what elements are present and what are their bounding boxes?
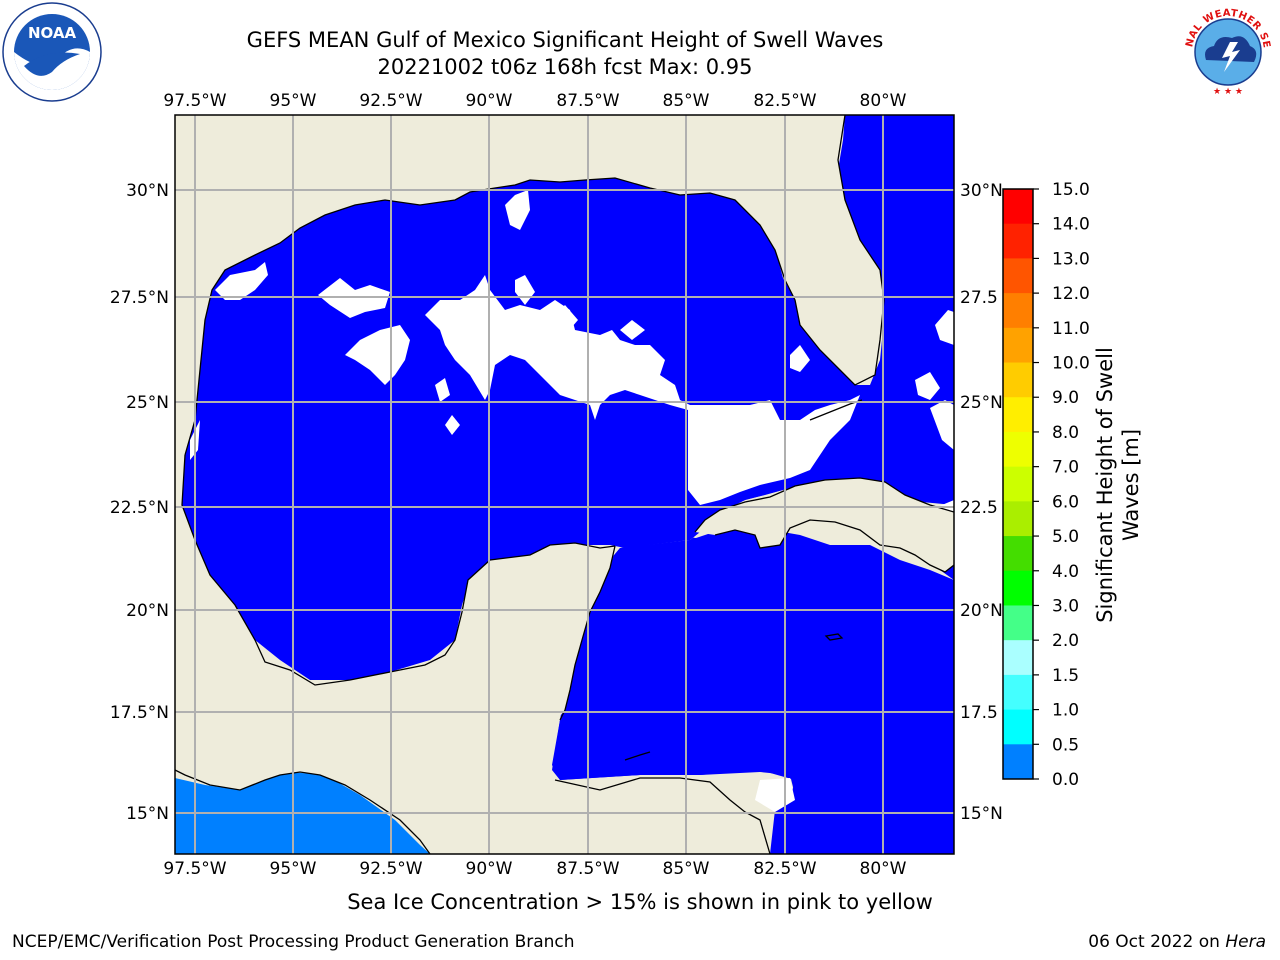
lat-tick-label: 20°N bbox=[126, 601, 169, 621]
colorbar-segment bbox=[1003, 744, 1033, 780]
lon-tick-label: 90°W bbox=[466, 859, 513, 879]
lon-tick-label: 87.5°W bbox=[556, 859, 619, 879]
colorbar-tick-label: 0.0 bbox=[1052, 770, 1079, 790]
date-value: 06 Oct 2022 on bbox=[1088, 932, 1220, 952]
no-data-patches bbox=[190, 190, 954, 812]
colorbar-segment bbox=[1003, 189, 1033, 225]
colorbar-tick-label: 15.0 bbox=[1052, 180, 1090, 200]
colorbar-label-line: Significant Height of Swell bbox=[1093, 347, 1117, 623]
colorbar-label-line: Waves [m] bbox=[1119, 429, 1143, 541]
lat-tick-label: 30°N bbox=[126, 181, 169, 201]
map-area bbox=[175, 115, 954, 854]
colorbar-tick-label: 4.0 bbox=[1052, 562, 1079, 582]
colorbar-tick-label: 2.0 bbox=[1052, 631, 1079, 651]
lon-tick-label: 90°W bbox=[466, 91, 513, 111]
lon-tick-label: 97.5°W bbox=[163, 91, 226, 111]
colorbar-tick-label: 9.0 bbox=[1052, 388, 1079, 408]
colorbar-tick-label: 1.0 bbox=[1052, 701, 1079, 721]
host-name: Hera bbox=[1225, 932, 1266, 952]
lon-tick-label: 95°W bbox=[270, 91, 317, 111]
colorbar-tick-label: 14.0 bbox=[1052, 215, 1090, 235]
colorbar-tick-label: 13.0 bbox=[1052, 249, 1090, 269]
colorbar-segment bbox=[1003, 362, 1033, 398]
colorbar-tick-label: 6.0 bbox=[1052, 492, 1079, 512]
map-subtitle: 20221002 t06z 168h fcst Max: 0.95 bbox=[377, 55, 753, 79]
colorbar-tick-label: 8.0 bbox=[1052, 423, 1079, 443]
noaa-logo-text: NOAA bbox=[28, 24, 77, 42]
map-frame bbox=[174, 114, 955, 855]
colorbar-tick-label: 3.0 bbox=[1052, 596, 1079, 616]
lon-tick-label: 97.5°W bbox=[163, 859, 226, 879]
lon-tick-label: 87.5°W bbox=[556, 91, 619, 111]
lat-tick-label: 20°N bbox=[960, 601, 1003, 621]
lat-tick-label: 30°N bbox=[960, 181, 1003, 201]
nws-logo: NATIONAL WEATHER SERVICE ★ ★ ★ bbox=[1178, 2, 1276, 100]
colorbar-frame bbox=[1002, 188, 1034, 780]
lat-tick-label: 25°N bbox=[960, 393, 1003, 413]
colorbar-segment bbox=[1003, 293, 1033, 329]
colorbar-segment bbox=[1003, 327, 1033, 364]
colorbar-tick-label: 5.0 bbox=[1052, 527, 1079, 547]
florida-land bbox=[640, 115, 884, 385]
colorbar-segment bbox=[1003, 570, 1033, 606]
colorbar-segment bbox=[1003, 605, 1033, 641]
lat-tick-label: 27.5 bbox=[960, 288, 998, 308]
sea-ice-footnote: Sea Ice Concentration > 15% is shown in … bbox=[347, 890, 933, 914]
lat-labels-right: 30°N 27.5 25°N 22.5 20°N 17.5 15°N bbox=[960, 181, 1003, 824]
colorbar-tick-label: 12.0 bbox=[1052, 284, 1090, 304]
map-title: GEFS MEAN Gulf of Mexico Significant Hei… bbox=[246, 28, 884, 52]
lon-tick-label: 80°W bbox=[860, 91, 907, 111]
lon-tick-label: 92.5°W bbox=[359, 91, 422, 111]
yucatan-land bbox=[175, 543, 615, 854]
lon-tick-label: 82.5°W bbox=[753, 91, 816, 111]
svg-text:★ ★ ★: ★ ★ ★ bbox=[1213, 87, 1243, 97]
colorbar-segment bbox=[1003, 258, 1033, 294]
lon-tick-label: 92.5°W bbox=[359, 859, 422, 879]
colorbar-segment bbox=[1003, 397, 1033, 433]
lat-tick-label: 22.5°N bbox=[110, 498, 169, 518]
colorbar-tick-label: 1.5 bbox=[1052, 666, 1079, 686]
colorbar-label: Significant Height of SwellWaves [m] bbox=[1093, 347, 1143, 623]
colorbar-segment bbox=[1003, 431, 1033, 468]
colorbar-segment bbox=[1003, 674, 1033, 711]
gridlines bbox=[175, 115, 954, 854]
colorbar-tick-label: 7.0 bbox=[1052, 458, 1079, 478]
noaa-logo: NOAA bbox=[2, 2, 102, 102]
colorbar: 15.0 14.0 13.0 12.0 11.0 10.0 9.0 8.0 7.0 6.0 5.0 4… bbox=[1002, 180, 1090, 790]
colorbar-segment bbox=[1003, 709, 1033, 745]
credit-text: NCEP/EMC/Verification Post Processing Pr… bbox=[12, 932, 575, 952]
lat-tick-label: 17.5°N bbox=[110, 703, 169, 723]
colorbar-segment bbox=[1003, 640, 1033, 676]
lat-tick-label: 15°N bbox=[960, 804, 1003, 824]
lon-tick-label: 95°W bbox=[270, 859, 317, 879]
lon-labels-top: 97.5°W 95°W 92.5°W 90°W 87.5°W 85°W 82.5°W 80°W bbox=[163, 91, 906, 111]
lon-tick-label: 85°W bbox=[663, 859, 710, 879]
date-text: 06 Oct 2022 on Hera bbox=[1088, 932, 1266, 952]
lon-tick-label: 80°W bbox=[860, 859, 907, 879]
colorbar-tick-label: 11.0 bbox=[1052, 319, 1090, 339]
colorbar-segment bbox=[1003, 536, 1033, 572]
lat-tick-label: 22.5 bbox=[960, 498, 998, 518]
lat-tick-label: 25°N bbox=[126, 393, 169, 413]
lat-labels-left: 30°N 27.5°N 25°N 22.5°N 20°N 17.5°N 15°N bbox=[110, 181, 169, 824]
colorbar-tick-label: 10.0 bbox=[1052, 354, 1090, 374]
colorbar-segment bbox=[1003, 466, 1033, 502]
lat-tick-label: 15°N bbox=[126, 804, 169, 824]
lat-tick-label: 27.5°N bbox=[110, 288, 169, 308]
cuba-land bbox=[695, 478, 954, 572]
lon-tick-label: 82.5°W bbox=[753, 859, 816, 879]
lon-labels-bottom: 97.5°W 95°W 92.5°W 90°W 87.5°W 85°W 82.5°W 80°W bbox=[163, 859, 906, 879]
lat-tick-label: 17.5 bbox=[960, 703, 998, 723]
colorbar-segment bbox=[1003, 501, 1033, 537]
lon-tick-label: 85°W bbox=[663, 91, 710, 111]
colorbar-segment bbox=[1003, 223, 1033, 259]
colorbar-tick-label: 0.5 bbox=[1052, 735, 1079, 755]
